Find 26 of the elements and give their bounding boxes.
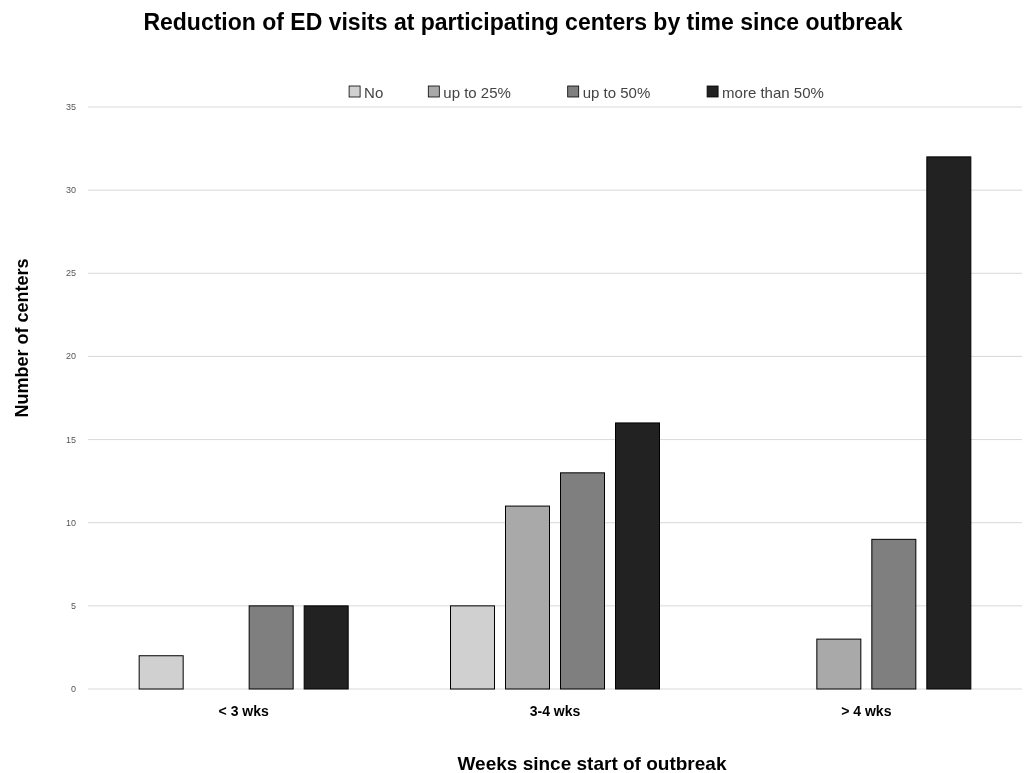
bar (926, 156, 972, 690)
x-tick-label: 3-4 wks (529, 703, 581, 719)
bar (560, 472, 605, 690)
y-tick-label: 25 (65, 268, 76, 279)
y-tick-label: 20 (65, 351, 76, 362)
y-tick-label: 0 (70, 684, 76, 694)
chart-title: Reduction of ED visits at participating centers by time since outbreak (143, 9, 903, 35)
x-axis-title: Weeks since start of outbreak (457, 753, 727, 773)
y-tick-label: 30 (65, 185, 76, 196)
y-tick-label: 35 (65, 102, 76, 112)
legend-label: up to 50% (582, 83, 651, 101)
x-tick-label: > 4 wks (841, 703, 892, 719)
bar (816, 638, 862, 690)
bar (248, 605, 294, 690)
y-tick-label: 10 (65, 517, 76, 528)
bar (505, 505, 550, 690)
legend-label: No (364, 83, 384, 101)
bar (303, 605, 349, 690)
y-tick-label: 15 (65, 434, 76, 445)
legend-label: more than 50% (722, 83, 824, 101)
bar (871, 538, 917, 690)
bar (615, 422, 660, 690)
y-tick-label: 5 (70, 600, 76, 611)
legend-label: up to 25% (443, 83, 511, 101)
y-axis-title: Number of centers (12, 258, 32, 418)
x-tick-label: < 3 wks (218, 703, 269, 719)
